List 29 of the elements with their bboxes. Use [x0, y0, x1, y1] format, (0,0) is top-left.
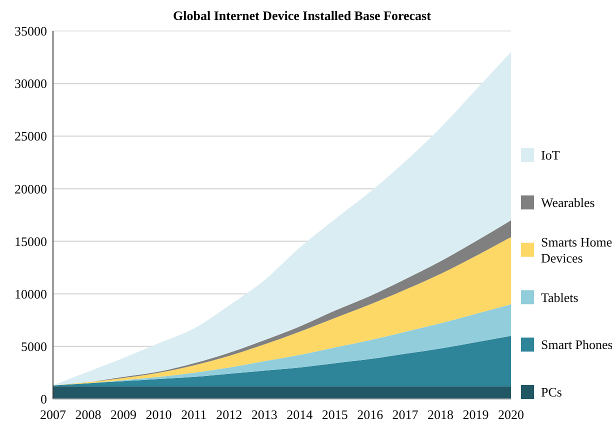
legend-label: Smart Phones [541, 337, 612, 352]
x-tick-label: 2018 [428, 407, 454, 422]
y-tick-label: 5000 [21, 338, 47, 354]
y-tick-label: 35000 [14, 24, 47, 39]
chart-title: Global Internet Device Installed Base Forecast [173, 8, 432, 23]
x-tick-label: 2008 [75, 407, 102, 422]
y-tick-label: 15000 [14, 234, 47, 249]
x-tick-label: 2011 [181, 407, 207, 422]
x-tick-label: 2013 [251, 407, 278, 422]
x-tick-label: 2019 [462, 407, 489, 422]
x-tick-label: 2009 [110, 407, 136, 422]
legend-label: Tablets [541, 290, 578, 305]
legend-label: Wearables [541, 194, 595, 210]
y-tick-label: 0 [40, 392, 47, 407]
x-tick-label: 2007 [40, 407, 66, 422]
y-tick-label: 10000 [14, 286, 47, 302]
legend-label: Smarts Home Devices [541, 234, 612, 266]
x-tick-label: 2012 [216, 407, 242, 422]
x-tick-label: 2017 [392, 407, 419, 422]
x-tick-label: 2015 [322, 407, 348, 422]
y-tick-label: 25000 [14, 128, 47, 144]
x-tick-label: 2020 [498, 407, 524, 422]
x-tick-label: 2010 [146, 407, 172, 422]
legend-label: IoT [541, 148, 560, 163]
x-tick-label: 2014 [286, 407, 314, 422]
y-tick-label: 30000 [14, 76, 47, 92]
y-tick-label: 20000 [14, 181, 47, 196]
x-tick-label: 2016 [357, 407, 384, 422]
legend-label: PCs [541, 384, 562, 400]
